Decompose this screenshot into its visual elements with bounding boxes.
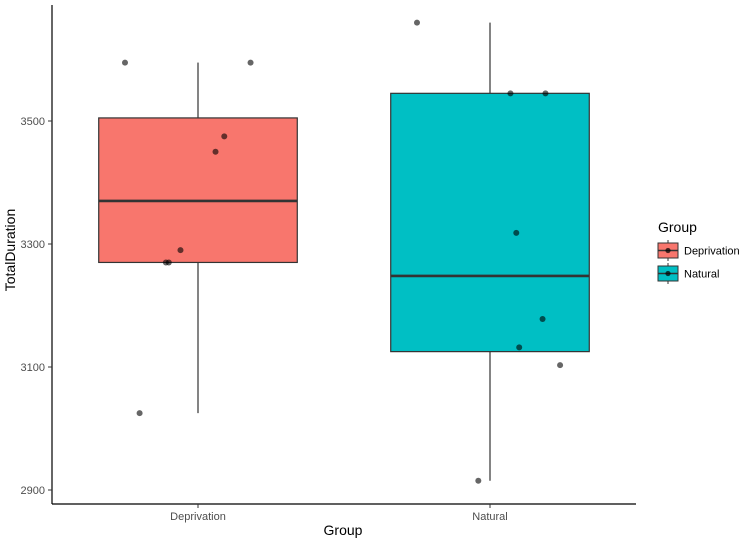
plot-area (98, 19, 590, 484)
legend-label: Deprivation (684, 246, 740, 258)
y-tick-label: 3100 (21, 362, 45, 374)
data-point (414, 19, 420, 26)
data-point (177, 247, 184, 254)
legend-label: Natural (684, 269, 719, 281)
y-axis-title: TotalDuration (2, 209, 18, 292)
x-axis: Deprivation Natural (52, 503, 636, 523)
legend-item-deprivation: Deprivation (657, 240, 740, 261)
x-tick-label: Natural (472, 511, 507, 523)
data-point (212, 148, 219, 155)
y-tick-label: 3300 (21, 239, 45, 251)
box-iqr (390, 92, 590, 353)
data-point (221, 133, 228, 140)
data-point (475, 477, 482, 484)
box-iqr (98, 117, 298, 264)
legend-key-point (665, 247, 671, 254)
data-point (247, 59, 254, 66)
data-point (557, 362, 564, 369)
data-point (516, 344, 523, 351)
data-point (136, 410, 143, 417)
legend-item-natural: Natural (657, 263, 719, 284)
box-group-natural (390, 22, 590, 481)
data-point (507, 90, 514, 97)
legend-key-point (665, 270, 671, 277)
data-point (122, 59, 128, 66)
y-tick-label: 2900 (21, 485, 45, 497)
data-point (539, 316, 546, 323)
box-group-deprivation (98, 62, 298, 414)
y-tick-label: 3500 (21, 116, 45, 128)
data-point (162, 259, 169, 266)
legend-title: Group (658, 219, 697, 235)
data-point (542, 90, 549, 97)
data-point (513, 229, 520, 236)
x-tick-label: Deprivation (170, 511, 226, 523)
legend: Group Deprivation Natural (657, 219, 740, 284)
x-axis-title: Group (324, 522, 363, 538)
y-axis: 2900 3100 3300 3500 (21, 5, 53, 504)
